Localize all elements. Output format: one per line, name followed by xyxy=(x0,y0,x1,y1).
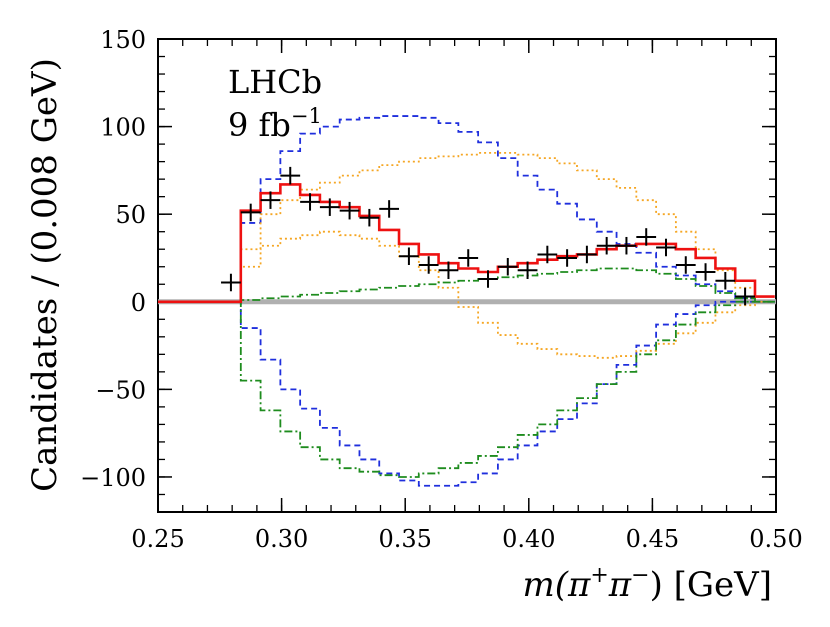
annotation-experiment: LHCb xyxy=(228,63,322,101)
series-solid-step xyxy=(158,183,775,304)
y-axis-title: Candidates / (0.008 GeV) xyxy=(25,58,65,492)
y-tick-label: 50 xyxy=(115,201,146,229)
x-axis-title-prefix: m( xyxy=(522,565,568,605)
x-tick-label: 0.40 xyxy=(502,525,555,553)
x-tick-label: 0.45 xyxy=(626,525,679,553)
x-tick-label: 0.50 xyxy=(749,525,802,553)
plot-frame xyxy=(157,38,777,513)
x-axis-title-pi-minus: π xyxy=(608,565,632,605)
x-axis-title-minus: − xyxy=(631,563,649,588)
x-axis-title: m(π+π−) [GeV] xyxy=(522,563,772,605)
y-tick-label: 0 xyxy=(131,289,146,317)
x-tick-label: 0.35 xyxy=(378,525,431,553)
y-tick-label: −50 xyxy=(95,376,146,404)
y-tick-label: 150 xyxy=(100,26,146,54)
series-dashdot-step xyxy=(158,267,775,303)
y-tick-label: −100 xyxy=(80,464,146,492)
x-axis-title-suffix: ) [GeV] xyxy=(650,565,772,605)
series-dotted-step xyxy=(158,151,775,303)
data-points-layer xyxy=(221,166,755,306)
annotation-luminosity: 9 fb−1 xyxy=(228,104,322,144)
annotation-luminosity-base: 9 fb xyxy=(228,106,291,144)
x-tick-label: 0.30 xyxy=(255,525,308,553)
y-tick-label: 100 xyxy=(100,114,146,142)
series-dashed-step xyxy=(158,300,775,487)
series-dashdot-step xyxy=(158,300,775,478)
axis-ticks: 0.25 0.30 0.35 0.40 0.45 0.50 −100 −50 0 50 100 150 xyxy=(80,26,803,553)
x-axis-title-plus: + xyxy=(590,563,608,588)
series-dotted-step xyxy=(158,230,775,359)
annotation-luminosity-exponent: −1 xyxy=(291,104,322,128)
x-tick-label: 0.25 xyxy=(131,525,184,553)
x-axis-title-pi-plus: π xyxy=(567,565,591,605)
